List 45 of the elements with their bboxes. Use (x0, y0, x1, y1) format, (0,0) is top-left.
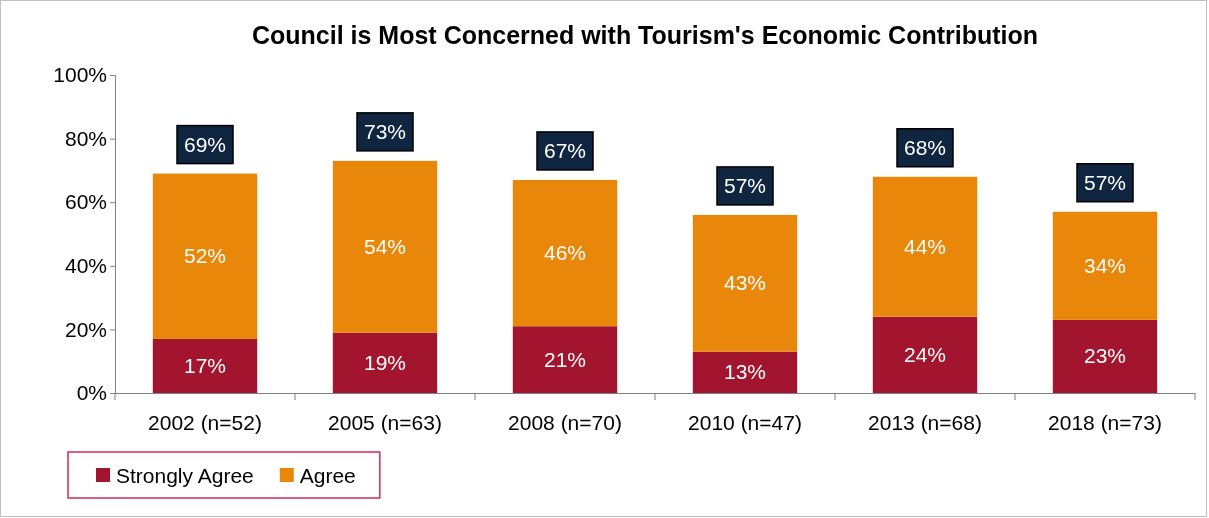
data-label: 21% (543, 347, 587, 371)
data-label: 44% (903, 234, 947, 258)
data-label: 19% (363, 350, 407, 374)
bar (152, 173, 258, 339)
data-label: 52% (183, 244, 227, 268)
bar (512, 179, 618, 327)
x-tick-label: 2018 (n=73) (1048, 410, 1162, 434)
total-label: 68% (903, 135, 947, 159)
y-tick-label: 80% (64, 126, 107, 150)
bar (332, 160, 438, 333)
legend-label: Agree (299, 464, 356, 487)
legend-label: Strongly Agree (116, 464, 254, 487)
x-tick-label: 2005 (n=63) (328, 410, 442, 434)
data-label: 23% (1083, 344, 1127, 368)
chart-title: Council is Most Concerned with Tourism's Economic Contribution (251, 21, 1039, 49)
y-tick-label: 40% (64, 254, 107, 278)
bar (1052, 319, 1158, 393)
data-label: 17% (183, 353, 227, 377)
data-label: 34% (1083, 253, 1127, 277)
data-label: 43% (723, 271, 767, 295)
y-tick-label: 20% (64, 317, 107, 341)
data-label: 24% (903, 342, 947, 366)
bar (1052, 211, 1158, 320)
data-label: 46% (543, 241, 587, 265)
bar (512, 326, 618, 393)
bar (152, 338, 258, 393)
bar (692, 351, 798, 393)
bar (872, 176, 978, 317)
y-tick-label: 100% (53, 63, 107, 87)
total-label: 57% (1083, 170, 1127, 194)
data-label: 54% (363, 234, 407, 258)
y-tick-label: 60% (64, 190, 107, 214)
x-tick-label: 2010 (n=47) (688, 410, 802, 434)
total-label: 73% (363, 119, 407, 143)
total-label: 67% (543, 138, 587, 162)
total-label: 57% (723, 173, 767, 197)
x-tick-label: 2013 (n=68) (868, 410, 982, 434)
bar (692, 214, 798, 352)
total-label: 69% (183, 132, 227, 156)
x-tick-label: 2002 (n=52) (148, 410, 262, 434)
bar (872, 316, 978, 393)
bar (332, 332, 438, 393)
y-tick-label: 0% (76, 381, 107, 405)
data-label: 13% (723, 360, 767, 384)
x-tick-label: 2008 (n=70) (508, 410, 622, 434)
